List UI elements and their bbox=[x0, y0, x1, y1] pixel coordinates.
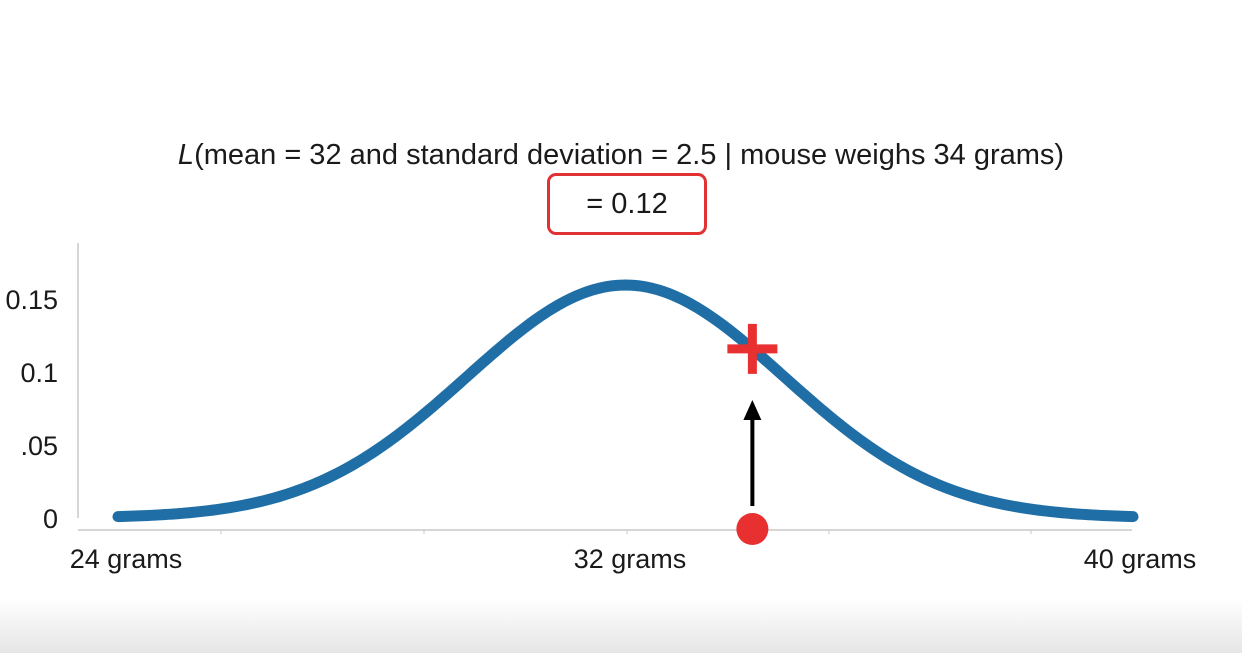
y-tick-label: 0.15 bbox=[5, 285, 58, 315]
arrow-head bbox=[743, 400, 762, 420]
x-tick-label: 40 grams bbox=[1084, 544, 1197, 574]
y-tick-label: 0.1 bbox=[20, 358, 58, 388]
likelihood-value: = 0.12 bbox=[586, 187, 668, 220]
likelihood-value-box: = 0.12 bbox=[547, 173, 707, 235]
normal-curve bbox=[112, 279, 1139, 523]
slide-canvas bbox=[0, 0, 1242, 600]
x-tick-label: 24 grams bbox=[70, 544, 183, 574]
normal-distribution-chart: 0 .05 0.1 0.15 24 grams 32 grams 40 grams bbox=[5, 243, 1197, 574]
y-tick-label: .05 bbox=[20, 431, 58, 461]
y-tick-label: 0 bbox=[43, 504, 58, 534]
chart-title: L(mean = 32 and standard deviation = 2.5… bbox=[0, 139, 1242, 172]
bottom-shade bbox=[0, 598, 1242, 653]
x-tick-label: 32 grams bbox=[574, 544, 687, 574]
observation-point bbox=[736, 513, 769, 545]
likelihood-symbol: L bbox=[177, 139, 195, 171]
title-text: (mean = 32 and standard deviation = 2.5 … bbox=[194, 139, 1065, 171]
